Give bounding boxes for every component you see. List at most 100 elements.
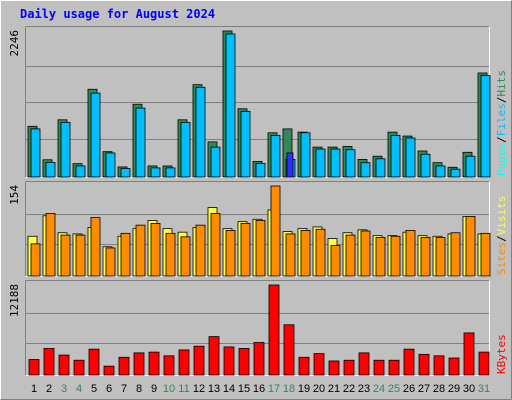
x-tick-label: 29 — [448, 383, 460, 395]
bar-files-day-29 — [450, 168, 461, 178]
legend-middle: Sites/Visits — [495, 196, 508, 276]
bar-sites-day-18 — [285, 233, 296, 277]
y-max-label-bottom: 12188 — [8, 284, 21, 317]
bar-sites-day-23 — [360, 230, 371, 277]
x-tick-label: 10 — [163, 383, 175, 395]
bar-sites-day-25 — [390, 235, 401, 277]
bar-sites-day-27 — [420, 237, 431, 277]
bar-files-day-3 — [60, 121, 71, 178]
legend-entry: KBytes — [495, 334, 508, 374]
bar-kbytes-day-13 — [208, 336, 220, 376]
x-tick-label: 31 — [478, 383, 490, 395]
x-tick-label: 5 — [91, 383, 97, 395]
bar-files-day-5 — [90, 92, 101, 178]
bar-sites-day-22 — [345, 234, 356, 277]
x-tick-label: 19 — [298, 383, 310, 395]
y-max-label-top: 2246 — [8, 30, 21, 57]
bar-files-day-6 — [105, 152, 116, 178]
bar-sites-day-5 — [90, 217, 101, 277]
bar-kbytes-day-14 — [223, 346, 235, 376]
bar-kbytes-day-6 — [103, 365, 115, 376]
legend-top: Pages/Files/Hits — [495, 70, 508, 176]
bar-files-day-2 — [45, 161, 56, 178]
bar-files-day-7 — [120, 168, 131, 178]
chart-panels: 2246Pages/Files/Hits154Sites/Visits12188… — [8, 26, 508, 376]
x-tick-label: 4 — [76, 383, 82, 395]
bar-sites-day-15 — [240, 223, 251, 277]
bar-sites-day-20 — [315, 228, 326, 277]
bar-kbytes-day-21 — [328, 360, 340, 376]
x-tick-label: 22 — [343, 383, 355, 395]
bar-kbytes-day-31 — [478, 351, 490, 376]
bar-sites-day-9 — [150, 223, 161, 277]
x-tick-label: 1 — [31, 383, 37, 395]
x-tick-label: 17 — [268, 383, 280, 395]
bar-files-day-9 — [150, 167, 161, 178]
legend-entry: Visits — [495, 196, 508, 236]
bar-sites-day-16 — [255, 220, 266, 277]
chart-title: Daily usage for August 2024 — [20, 7, 215, 21]
bar-sites-day-24 — [375, 237, 386, 277]
bar-files-day-12 — [195, 86, 206, 178]
bar-sites-day-19 — [300, 230, 311, 277]
x-tick-label: 9 — [151, 383, 157, 395]
bar-sites-day-6 — [105, 247, 116, 277]
bar-files-day-4 — [75, 165, 86, 178]
bar-kbytes-day-15 — [238, 348, 250, 376]
bar-files-day-14 — [225, 33, 236, 178]
x-tick-label: 7 — [121, 383, 127, 395]
bar-pages-day-18 — [286, 152, 294, 178]
y-max-label-middle: 154 — [8, 185, 21, 205]
bar-kbytes-day-29 — [448, 357, 460, 376]
panel-middle: 154 Sites/Visits — [8, 181, 508, 277]
x-tick-label: 27 — [418, 383, 430, 395]
legend-text-bottom: KBytes — [495, 334, 508, 374]
x-tick-label: 12 — [193, 383, 205, 395]
bar-sites-day-2 — [45, 213, 56, 277]
bar-kbytes-day-8 — [133, 352, 145, 376]
bar-sites-day-26 — [405, 230, 416, 277]
x-tick-label: 23 — [358, 383, 370, 395]
bar-kbytes-day-5 — [88, 348, 100, 376]
x-tick-label: 25 — [388, 383, 400, 395]
bar-files-day-21 — [330, 148, 341, 178]
legend-entry: Hits — [495, 70, 508, 97]
bar-files-day-1 — [30, 128, 41, 178]
bar-kbytes-day-27 — [418, 353, 430, 376]
bar-kbytes-day-20 — [313, 353, 325, 376]
bar-sites-day-1 — [30, 243, 41, 277]
bar-kbytes-day-2 — [43, 348, 55, 376]
bar-kbytes-day-1 — [28, 359, 40, 376]
legend-text-top: Pages/Files/Hits — [495, 70, 508, 176]
bar-files-day-28 — [435, 165, 446, 178]
bar-sites-day-31 — [480, 232, 491, 277]
x-tick-label: 26 — [403, 383, 415, 395]
bar-files-day-17 — [270, 134, 281, 178]
bar-kbytes-day-25 — [388, 359, 400, 376]
bar-kbytes-day-10 — [163, 355, 175, 376]
bar-sites-day-10 — [165, 232, 176, 277]
x-tick-label: 8 — [136, 383, 142, 395]
bar-kbytes-day-9 — [148, 351, 160, 376]
x-tick-label: 2 — [46, 383, 52, 395]
legend-entry: Sites — [495, 242, 508, 275]
bar-sites-day-8 — [135, 224, 146, 277]
bar-sites-day-13 — [210, 213, 221, 277]
x-tick-label: 3 — [61, 383, 67, 395]
bar-sites-day-14 — [225, 230, 236, 277]
bar-files-day-25 — [390, 134, 401, 178]
bar-sites-day-12 — [195, 224, 206, 277]
bar-files-day-26 — [405, 137, 416, 178]
bar-files-day-22 — [345, 149, 356, 178]
bar-files-day-16 — [255, 162, 266, 178]
legend-text-middle: Sites/Visits — [495, 196, 508, 276]
legend-entry: / — [495, 136, 508, 143]
bar-kbytes-day-19 — [298, 356, 310, 376]
legend-entry: / — [495, 235, 508, 242]
bar-sites-day-17 — [270, 185, 281, 277]
bar-kbytes-day-23 — [358, 352, 370, 376]
bar-sites-day-21 — [330, 245, 341, 277]
bar-files-day-13 — [210, 146, 221, 178]
